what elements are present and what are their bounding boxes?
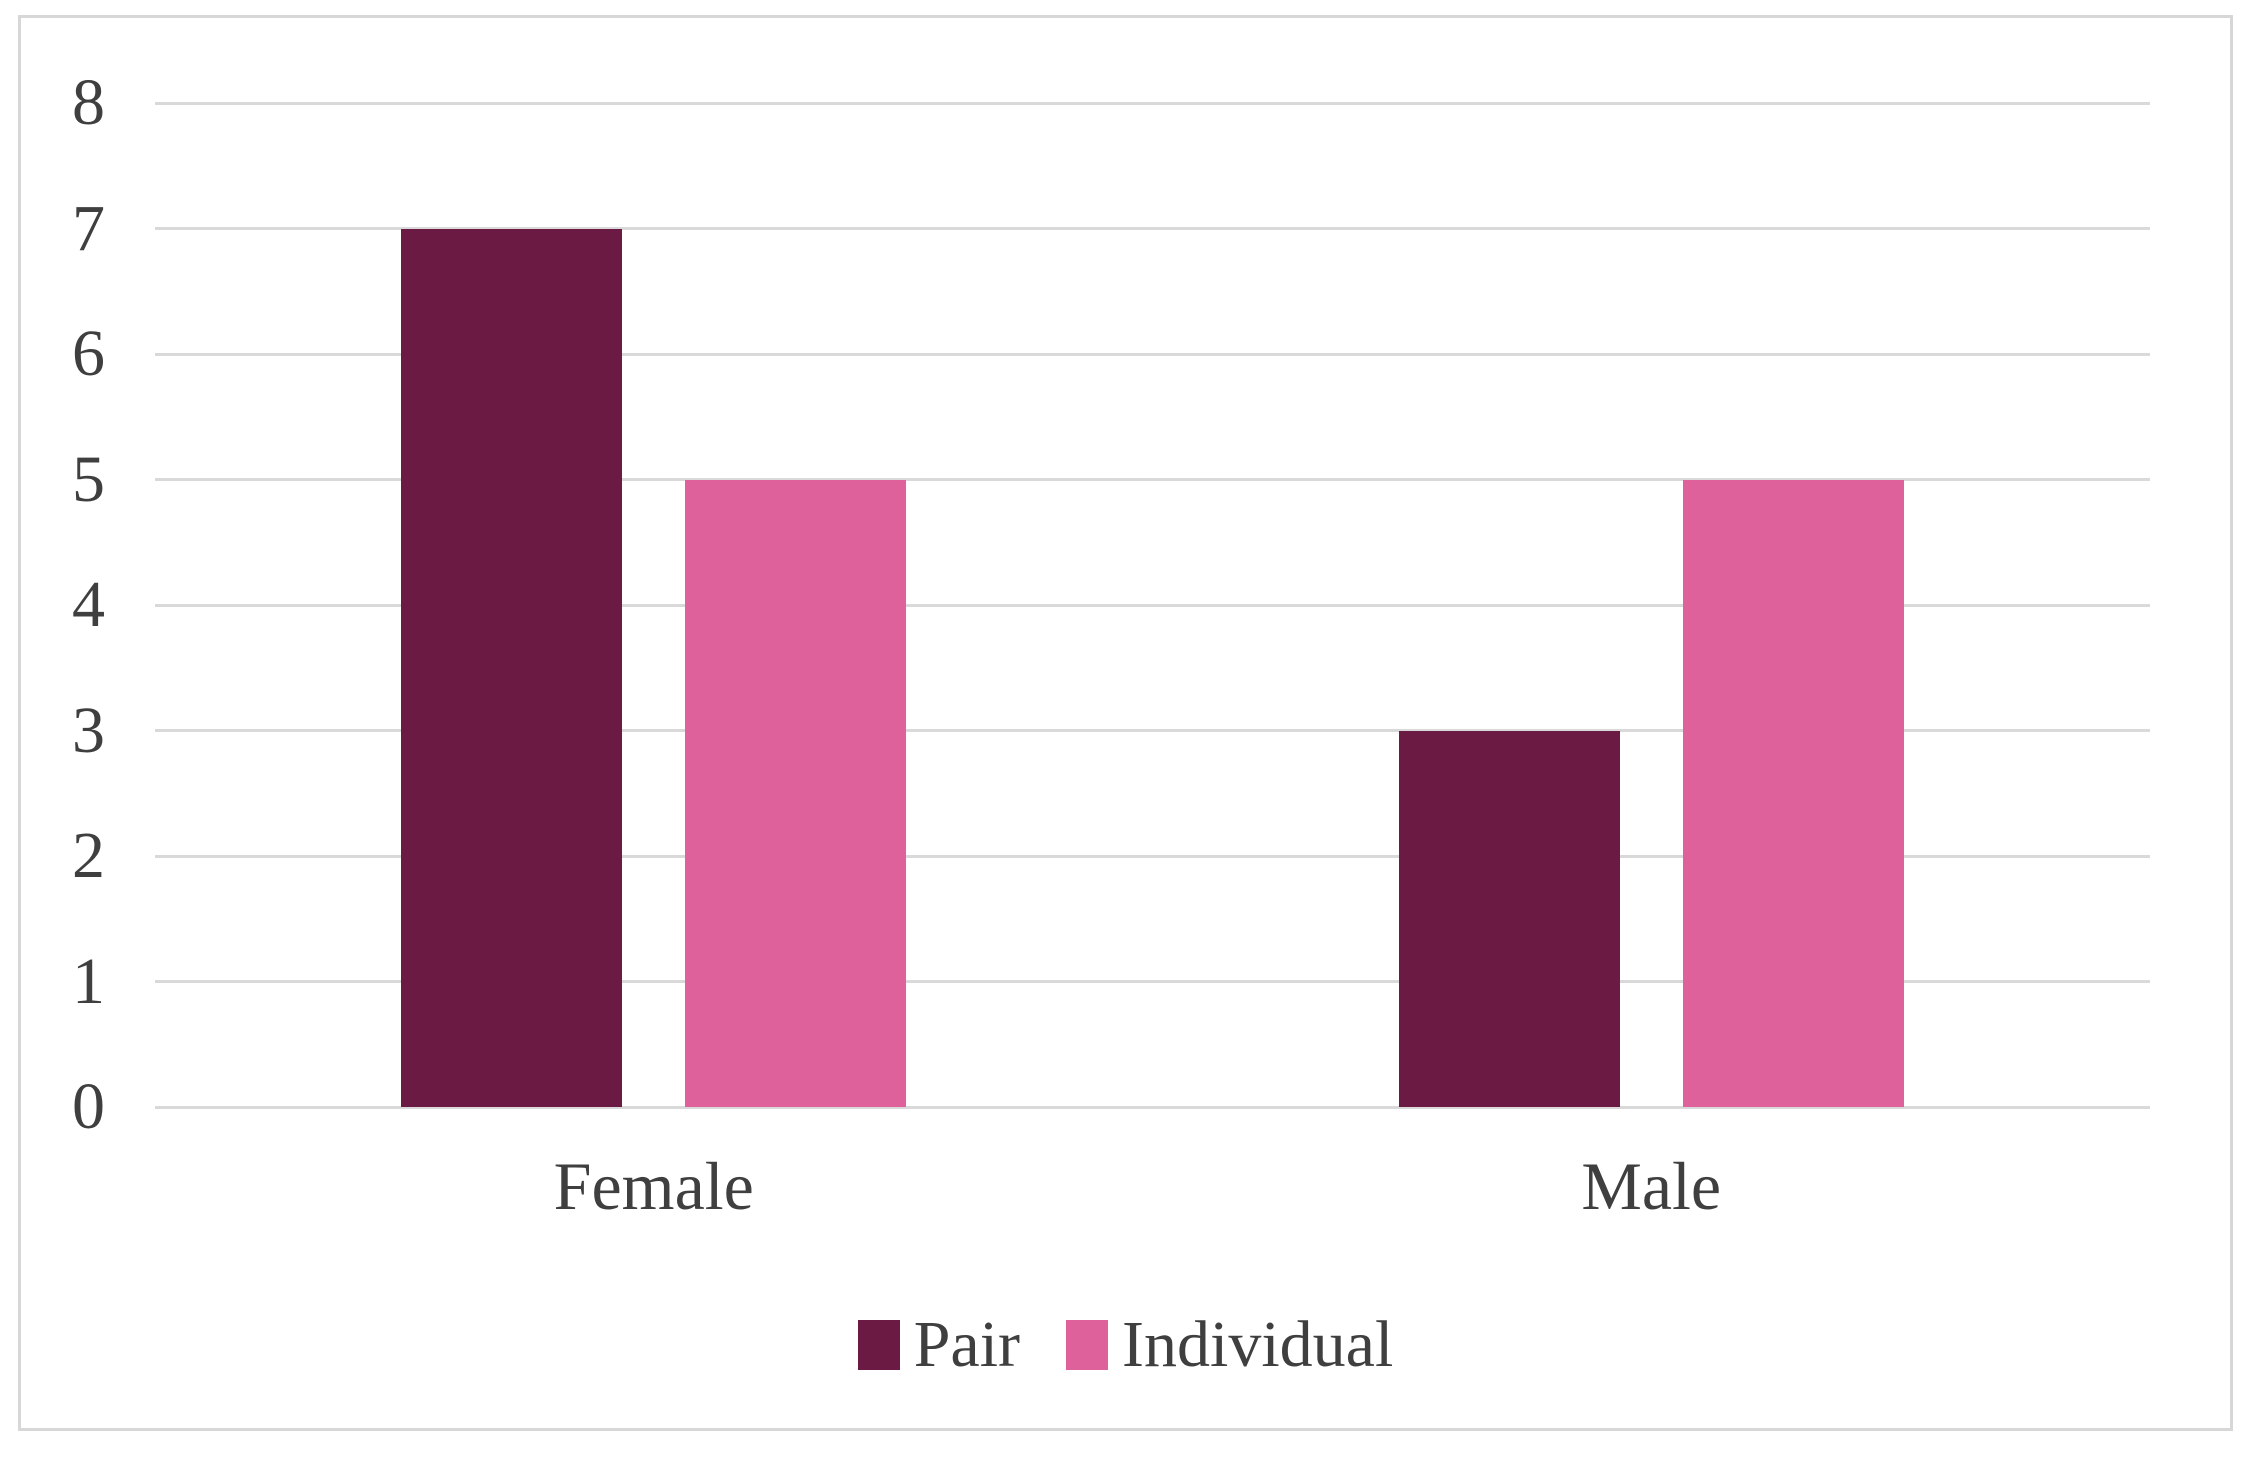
gridline-y-1 bbox=[155, 980, 2150, 983]
legend-swatch-individual bbox=[1066, 1320, 1109, 1370]
y-tick-label: 4 bbox=[72, 568, 105, 641]
y-tick-label: 5 bbox=[72, 442, 105, 516]
gridline-y-7 bbox=[155, 227, 2150, 230]
legend: Pair Individual bbox=[21, 1310, 2230, 1380]
gridline-y-6 bbox=[155, 352, 2150, 356]
y-tick-label: 6 bbox=[72, 317, 105, 390]
y-tick-label: 1 bbox=[72, 944, 105, 1018]
legend-swatch-pair bbox=[857, 1320, 900, 1370]
y-tick-label: 3 bbox=[72, 693, 105, 767]
gridline-y-0 bbox=[155, 1105, 2150, 1109]
y-tick-label: 2 bbox=[72, 819, 105, 892]
gridline-y-8 bbox=[155, 101, 2150, 105]
legend-item-pair: Pair bbox=[857, 1308, 1021, 1381]
gridline-y-5 bbox=[155, 478, 2150, 481]
legend-label-individual: Individual bbox=[1122, 1308, 1394, 1381]
y-tick-label: 7 bbox=[72, 191, 105, 265]
bar-male-pair bbox=[1398, 730, 1620, 1107]
gridline-y-4 bbox=[155, 603, 2150, 607]
bar-female-individual bbox=[685, 479, 907, 1107]
y-tick-label: 8 bbox=[72, 66, 105, 139]
gridline-y-2 bbox=[155, 854, 2150, 858]
legend-label-pair: Pair bbox=[913, 1308, 1021, 1381]
x-category-label-female: Female bbox=[553, 1148, 754, 1224]
x-category-label-male: Male bbox=[1581, 1148, 1722, 1224]
bar-male-individual bbox=[1682, 479, 1904, 1107]
gridline-y-3 bbox=[155, 729, 2150, 732]
y-tick-label: 0 bbox=[72, 1070, 105, 1143]
legend-item-individual: Individual bbox=[1066, 1310, 1393, 1380]
bar-female-pair bbox=[401, 228, 623, 1107]
